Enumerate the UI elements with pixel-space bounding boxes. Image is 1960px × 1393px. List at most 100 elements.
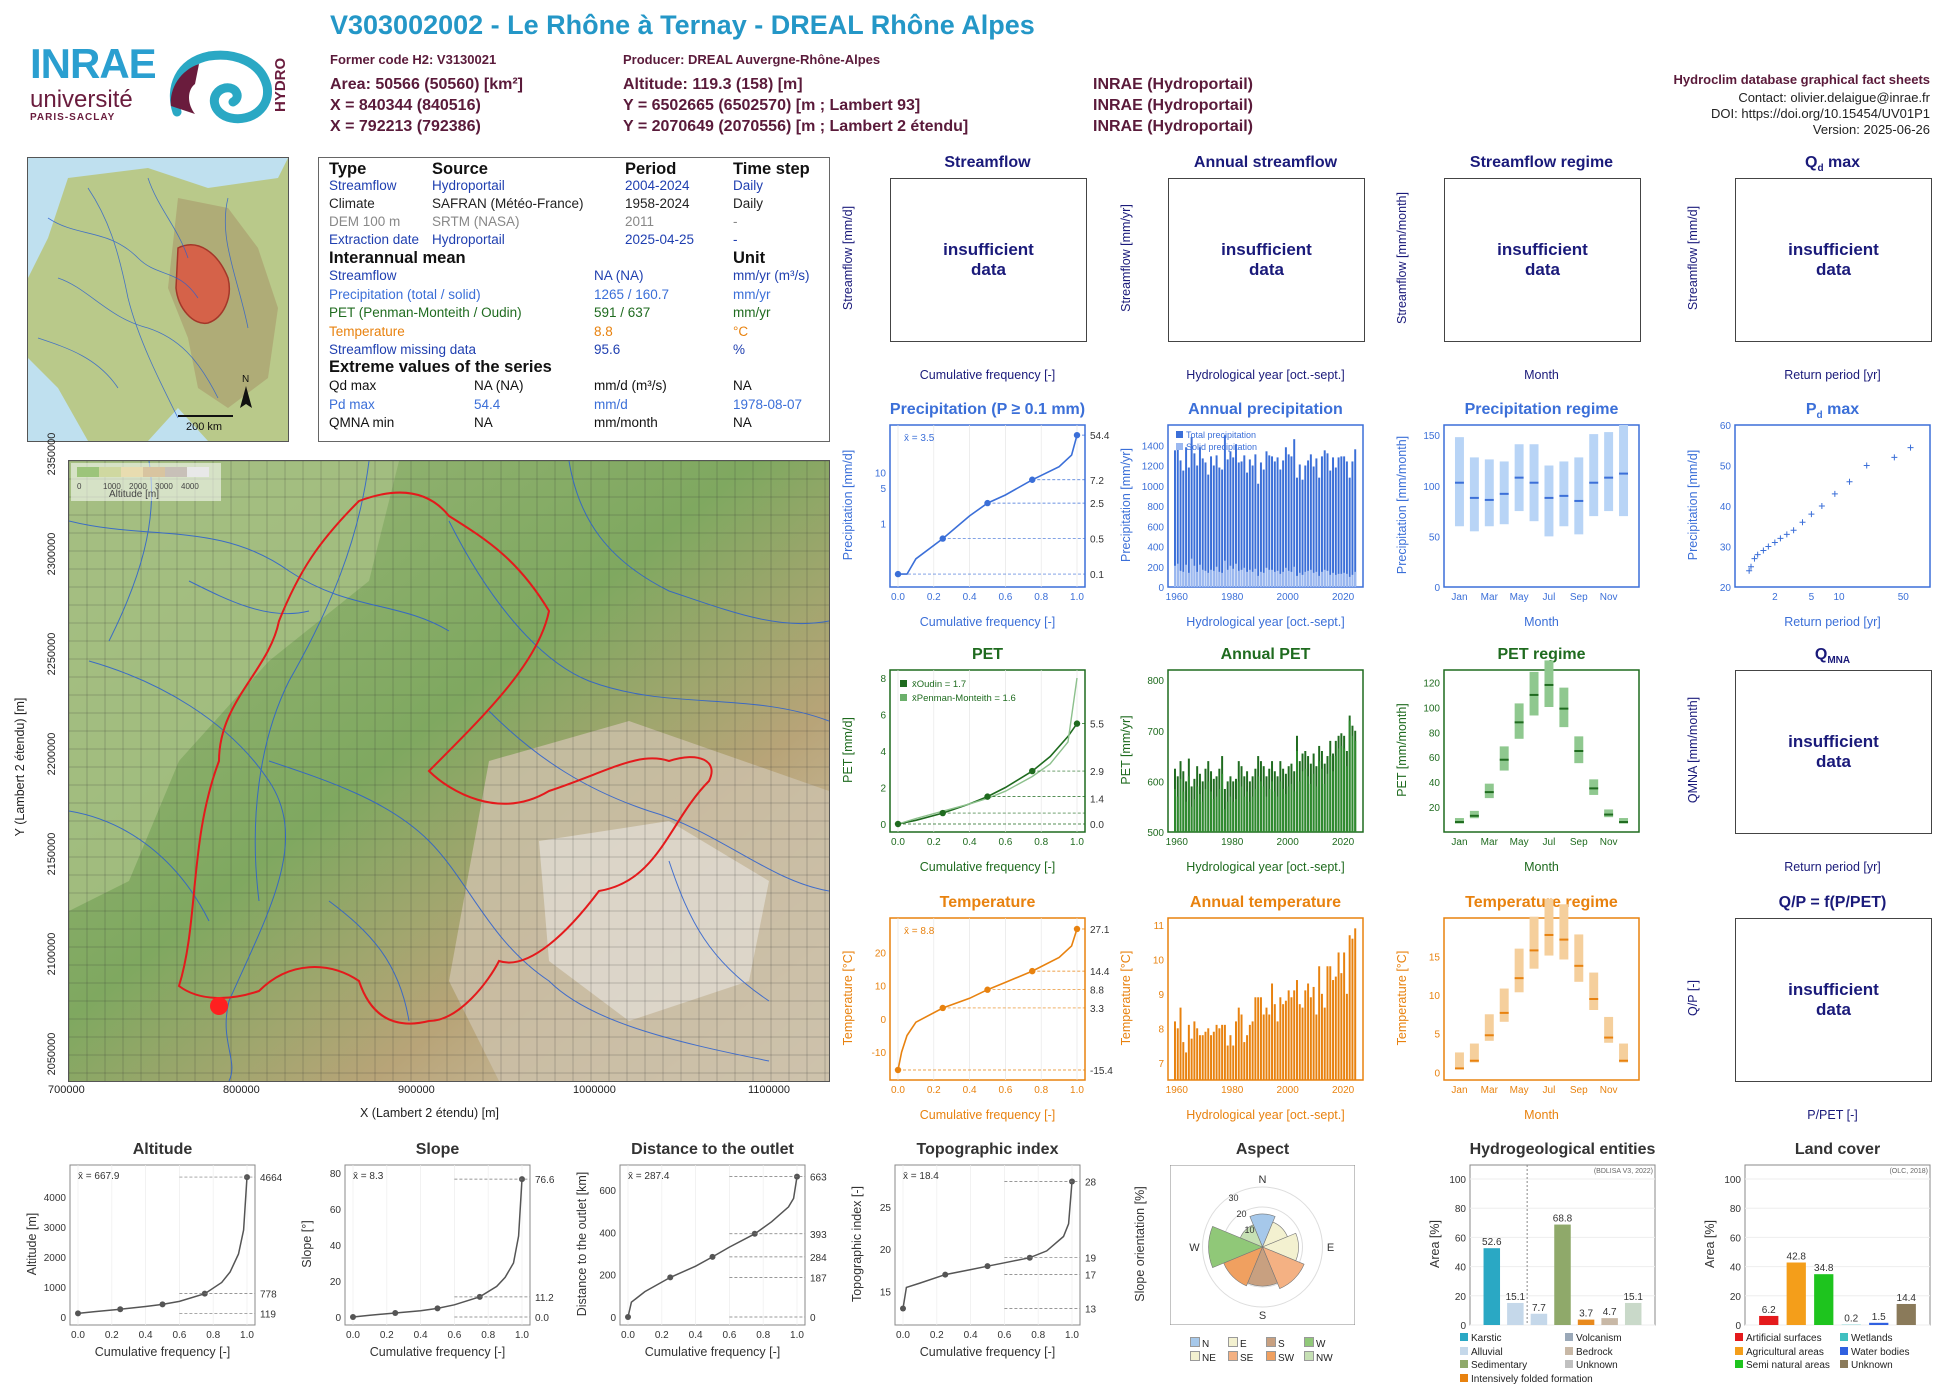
- penman-bar: [1274, 792, 1276, 833]
- aspect-ylabel: Slope orientation [%]: [1133, 1144, 1147, 1344]
- regime-box: [1544, 660, 1553, 707]
- altitude-legend-title: Altitude [m]: [109, 489, 159, 500]
- pd_max-xlabel: Return period [yr]: [1735, 615, 1930, 629]
- map-xtick: 1100000: [748, 1084, 790, 1096]
- tick-label: Nov: [1600, 592, 1618, 603]
- tick-label: 1960: [1166, 592, 1189, 603]
- tick-label: 80: [1429, 728, 1441, 739]
- solid-bar: [1207, 573, 1209, 587]
- annual-bar: [1221, 470, 1223, 587]
- penman-bar: [1185, 802, 1187, 832]
- tick-label: 60: [330, 1205, 342, 1216]
- aspect-legend-item: E: [1228, 1337, 1247, 1350]
- tick-label: 10: [875, 982, 887, 993]
- annual_pet-title: Annual PET: [1158, 646, 1373, 664]
- paris-saclay-logo: PARIS-SACLAY: [30, 112, 115, 123]
- annual_precip-xlabel: Hydrological year [oct.-sept.]: [1168, 615, 1363, 629]
- landcover-bar: [1814, 1274, 1833, 1325]
- temp-title: Temperature: [880, 894, 1095, 912]
- mean-value: 8.8: [594, 324, 613, 339]
- tick-label: 1.0: [515, 1330, 529, 1341]
- penman-bar: [1213, 799, 1215, 832]
- annual-bar: [1299, 1004, 1301, 1080]
- quantile-point: [625, 1314, 631, 1320]
- map-xtick: 700000: [48, 1084, 85, 1096]
- solid-bar: [1338, 574, 1340, 587]
- penman-bar: [1327, 774, 1329, 832]
- database-contact[interactable]: Contact: olivier.delaigue@inrae.fr: [1738, 90, 1930, 105]
- tick-label: 700: [1147, 727, 1164, 738]
- annual_streamflow-xlabel: Hydrological year [oct.-sept.]: [1168, 368, 1363, 382]
- tick-label: 0.4: [963, 837, 977, 848]
- annual_temp-title: Annual temperature: [1158, 894, 1373, 912]
- solid-bar: [1315, 572, 1317, 587]
- penman-bar: [1302, 771, 1304, 832]
- solid-bar: [1263, 573, 1265, 587]
- insufficient-label: insufficient data: [1483, 240, 1603, 280]
- insufficient-label: insufficient data: [1774, 732, 1894, 772]
- annual-bar: [1249, 1025, 1251, 1080]
- tick-label: 0.2: [927, 837, 941, 848]
- tick-label: 1000: [44, 1283, 67, 1294]
- regime-box: [1485, 784, 1494, 798]
- tick-label: 14.4: [1090, 967, 1110, 978]
- mean-unit: mm/yr: [733, 305, 771, 320]
- annual_pet-xlabel: Hydrological year [oct.-sept.]: [1168, 860, 1363, 874]
- regime-box: [1589, 973, 1598, 1010]
- tick-label: 1.0: [1070, 1085, 1084, 1096]
- penman-bar: [1340, 746, 1342, 832]
- penman-bar: [1279, 781, 1281, 832]
- tick-label: 4.7: [1603, 1307, 1617, 1318]
- tick-label: 2000: [1277, 837, 1300, 848]
- aspect-legend-item: SE: [1228, 1351, 1253, 1364]
- streamflow_regime-title: Streamflow regime: [1434, 154, 1649, 172]
- penman-bar: [1249, 802, 1251, 832]
- annual-bar: [1213, 466, 1215, 588]
- penman-bar: [1285, 794, 1287, 832]
- location-minimap: N 200 km: [27, 157, 289, 442]
- annual-bar: [1307, 983, 1309, 1080]
- annual-bar: [1246, 473, 1248, 587]
- extreme-unit: mm/d (m³/s): [594, 378, 667, 393]
- qp-title: Q/P = f(P/PET): [1725, 894, 1940, 912]
- tick-label: 0: [335, 1313, 341, 1324]
- map-ytick: 2150000: [46, 824, 58, 884]
- solid-bar: [1324, 570, 1326, 587]
- tick-label: 13: [1085, 1305, 1097, 1316]
- tick-label: 1: [880, 519, 886, 530]
- hydrogeo-bar: [1484, 1248, 1501, 1325]
- map-ylabel: Y (Lambert 2 étendu) [m]: [13, 667, 27, 867]
- tick-label: 0: [610, 1313, 616, 1324]
- landcover-legend-item: Wetlands: [1840, 1333, 1893, 1344]
- penman-bar: [1188, 776, 1190, 832]
- annual-bar: [1185, 1052, 1187, 1080]
- map-ytick: 2050000: [46, 1024, 58, 1084]
- annual-bar: [1238, 462, 1240, 587]
- altitude-ylabel: Altitude [m]: [25, 1144, 39, 1344]
- annual-bar: [1243, 1042, 1245, 1080]
- solid-bar: [1177, 564, 1179, 587]
- solid-bar: [1221, 573, 1223, 587]
- database-doi[interactable]: DOI: https://doi.org/10.15454/UV01P1: [1711, 106, 1930, 121]
- tick-label: E: [1327, 1242, 1334, 1254]
- penman-bar: [1260, 781, 1262, 832]
- hydro-logo-icon: [165, 48, 275, 130]
- annual_pet-ylabel: PET [mm/yr]: [1119, 650, 1133, 850]
- tick-label: Jan: [1451, 592, 1467, 603]
- info-row-type: Climate: [329, 196, 375, 211]
- tick-label: -15.4: [1090, 1066, 1113, 1077]
- tick-label: 0.6: [172, 1330, 186, 1341]
- tick-label: 2: [1772, 592, 1778, 603]
- precip_regime-title: Precipitation regime: [1434, 401, 1649, 419]
- tick-label: 0.8: [481, 1330, 495, 1341]
- annual-bar: [1205, 1032, 1207, 1080]
- tick-label: 778: [260, 1290, 277, 1301]
- tick-label: x̄Oudin = 1.7: [912, 679, 966, 690]
- hydrogeo-bar: [1601, 1318, 1618, 1325]
- tick-label: 1200: [1142, 462, 1165, 473]
- annual-bar: [1343, 456, 1345, 587]
- solid-bar: [1293, 567, 1295, 587]
